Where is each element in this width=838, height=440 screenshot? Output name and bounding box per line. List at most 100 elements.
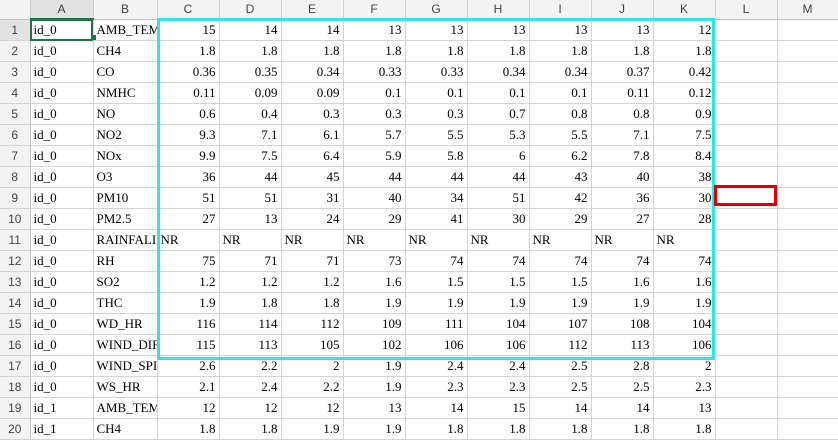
cell-value[interactable]: 0.1 (529, 82, 592, 104)
cell-empty[interactable] (715, 40, 778, 62)
cell-value[interactable]: NR (405, 229, 468, 251)
cell-value[interactable]: 102 (343, 334, 406, 356)
cell-value[interactable]: 28 (653, 208, 716, 230)
cell-empty[interactable] (715, 271, 778, 293)
cell-value[interactable]: 30 (467, 208, 530, 230)
cell-value[interactable]: 0.11 (157, 82, 220, 104)
column-header-m[interactable]: M (777, 0, 838, 20)
cell-value[interactable]: 75 (157, 250, 220, 272)
cell-value[interactable]: 1.8 (591, 418, 654, 440)
row-header[interactable]: 12 (0, 250, 31, 272)
cell-value[interactable]: 45 (281, 166, 344, 188)
cell-value[interactable]: 105 (281, 334, 344, 356)
cell-empty[interactable] (715, 166, 778, 188)
cell-id[interactable]: id_0 (30, 313, 94, 335)
cell-empty[interactable] (777, 82, 838, 104)
row-header[interactable]: 17 (0, 355, 31, 377)
cell-value[interactable]: 42 (529, 187, 592, 209)
cell-item[interactable]: NO (93, 103, 158, 125)
cell-empty[interactable] (715, 145, 778, 167)
cell-value[interactable]: 9.9 (157, 145, 220, 167)
cell-value[interactable]: 1.8 (529, 40, 592, 62)
cell-empty[interactable] (777, 208, 838, 230)
cell-value[interactable]: 2 (281, 355, 344, 377)
cell-item[interactable]: NO2 (93, 124, 158, 146)
cell-value[interactable]: 5.5 (405, 124, 468, 146)
column-header-d[interactable]: D (219, 0, 282, 20)
cell-item[interactable]: WIND_DIF (93, 334, 158, 356)
cell-value[interactable]: 30 (653, 187, 716, 209)
cell-value[interactable]: 0.33 (405, 61, 468, 83)
cell-value[interactable]: 0.34 (467, 61, 530, 83)
cell-value[interactable]: 0.11 (591, 82, 654, 104)
cell-value[interactable]: 1.2 (157, 271, 220, 293)
cell-value[interactable]: 5.5 (529, 124, 592, 146)
cell-value[interactable]: 0.3 (281, 103, 344, 125)
cell-value[interactable]: 0.7 (467, 103, 530, 125)
cell-value[interactable]: 2.1 (157, 376, 220, 398)
cell-value[interactable]: 5.9 (343, 145, 406, 167)
cell-value[interactable]: NR (653, 229, 716, 251)
cell-id[interactable]: id_0 (30, 208, 94, 230)
cell-value[interactable]: 51 (157, 187, 220, 209)
cell-value[interactable]: 7.1 (591, 124, 654, 146)
cell-id[interactable]: id_0 (30, 229, 94, 251)
cell-id[interactable]: id_0 (30, 61, 94, 83)
cell-id[interactable]: id_0 (30, 82, 94, 104)
cell-value[interactable]: 108 (591, 313, 654, 335)
cell-value[interactable]: 1.5 (529, 271, 592, 293)
cell-empty[interactable] (715, 229, 778, 251)
cell-value[interactable]: 107 (529, 313, 592, 335)
cell-value[interactable]: 74 (591, 250, 654, 272)
cell-value[interactable]: 13 (467, 19, 530, 41)
cell-value[interactable]: 71 (281, 250, 344, 272)
cell-value[interactable]: 2.4 (219, 376, 282, 398)
cell-value[interactable]: 1.2 (219, 271, 282, 293)
cell-value[interactable]: 8.4 (653, 145, 716, 167)
cell-id[interactable]: id_0 (30, 166, 94, 188)
cell-item[interactable]: PM10 (93, 187, 158, 209)
cell-value[interactable]: 73 (343, 250, 406, 272)
cell-value[interactable]: 12 (157, 397, 220, 419)
cell-value[interactable]: 2.4 (467, 355, 530, 377)
cell-value[interactable]: 1.5 (405, 271, 468, 293)
cell-value[interactable]: 5.7 (343, 124, 406, 146)
cell-value[interactable]: 0.34 (529, 61, 592, 83)
cell-item[interactable]: THC (93, 292, 158, 314)
cell-id[interactable]: id_0 (30, 376, 94, 398)
cell-value[interactable]: 6.1 (281, 124, 344, 146)
cell-value[interactable]: NR (343, 229, 406, 251)
row-header[interactable]: 5 (0, 103, 31, 125)
cell-id[interactable]: id_0 (30, 19, 94, 41)
cell-value[interactable]: 106 (405, 334, 468, 356)
cell-value[interactable]: 1.9 (343, 355, 406, 377)
cell-value[interactable]: 74 (653, 250, 716, 272)
cell-value[interactable]: 1.9 (281, 418, 344, 440)
cell-empty[interactable] (777, 355, 838, 377)
cell-value[interactable]: 113 (219, 334, 282, 356)
cell-value[interactable]: 1.8 (591, 40, 654, 62)
cell-value[interactable]: 31 (281, 187, 344, 209)
cell-empty[interactable] (777, 124, 838, 146)
cell-value[interactable]: NR (281, 229, 344, 251)
cell-value[interactable]: 36 (591, 187, 654, 209)
row-header[interactable]: 3 (0, 61, 31, 83)
cell-value[interactable]: 1.8 (219, 40, 282, 62)
cell-item[interactable]: PM2.5 (93, 208, 158, 230)
cell-value[interactable]: 43 (529, 166, 592, 188)
cell-value[interactable]: 7.5 (219, 145, 282, 167)
cell-empty[interactable] (777, 397, 838, 419)
cell-item[interactable]: AMB_TEM (93, 19, 158, 41)
cell-value[interactable]: 0.3 (405, 103, 468, 125)
cell-item[interactable]: WD_HR (93, 313, 158, 335)
cell-value[interactable]: 29 (343, 208, 406, 230)
cell-value[interactable]: 29 (529, 208, 592, 230)
cell-id[interactable]: id_0 (30, 103, 94, 125)
cell-value[interactable]: 2.5 (591, 376, 654, 398)
column-header-c[interactable]: C (157, 0, 220, 20)
cell-value[interactable]: 40 (591, 166, 654, 188)
select-all-corner[interactable] (0, 0, 31, 20)
cell-value[interactable]: 1.8 (467, 40, 530, 62)
cell-id[interactable]: id_0 (30, 250, 94, 272)
cell-id[interactable]: id_1 (30, 418, 94, 440)
